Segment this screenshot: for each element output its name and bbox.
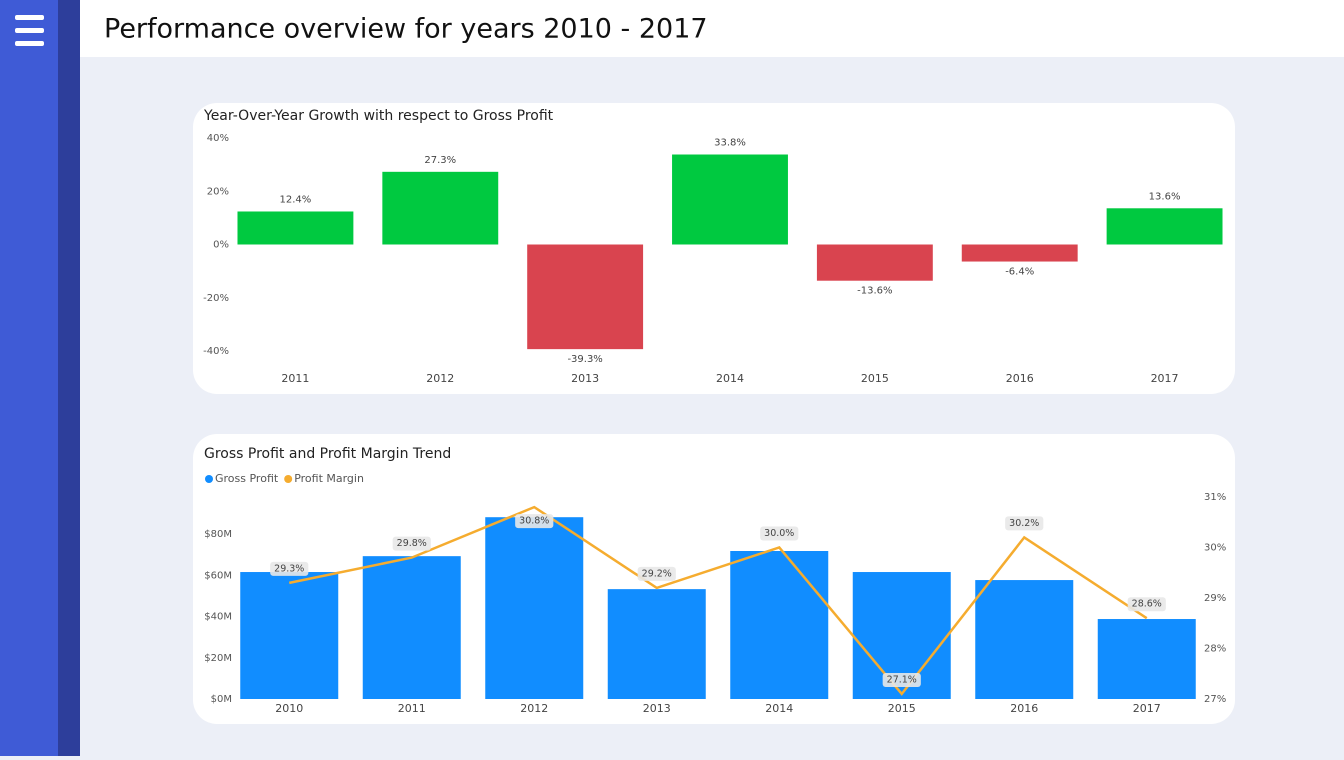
x-tick-label: 2015 xyxy=(888,702,916,715)
x-tick-label: 2014 xyxy=(716,372,744,385)
x-tick-label: 2017 xyxy=(1133,702,1161,715)
bar xyxy=(382,171,499,245)
x-tick-label: 2012 xyxy=(426,372,454,385)
bar xyxy=(240,572,339,699)
x-tick-label: 2013 xyxy=(571,372,599,385)
x-tick-label: 2016 xyxy=(1010,702,1038,715)
data-label: 33.8% xyxy=(714,138,746,149)
data-label-group: 28.6% xyxy=(1127,597,1166,612)
header xyxy=(80,0,1344,57)
bar xyxy=(607,589,706,699)
bar xyxy=(1097,619,1196,699)
menu-bar xyxy=(15,28,44,33)
data-label: 29.8% xyxy=(397,538,427,549)
x-tick-label: 2013 xyxy=(643,702,671,715)
data-label-group: 29.2% xyxy=(637,566,676,581)
data-label: -39.3% xyxy=(567,354,602,365)
data-label: 30.2% xyxy=(1009,518,1039,529)
data-label: 29.2% xyxy=(642,568,672,579)
menu-button[interactable] xyxy=(15,15,44,46)
data-label-box xyxy=(882,672,921,687)
bar xyxy=(362,556,461,699)
data-label-group: 30.8% xyxy=(515,514,554,529)
menu-bar xyxy=(15,41,44,46)
legend-swatch xyxy=(284,475,293,483)
menu-bar xyxy=(15,15,44,20)
data-label: -6.4% xyxy=(1005,267,1034,278)
y-tick-label: $80M xyxy=(204,529,232,540)
x-tick-label: 2011 xyxy=(281,372,309,385)
data-label-group: 29.3% xyxy=(270,561,309,576)
y2-tick-label: 29% xyxy=(1204,593,1226,604)
bar xyxy=(816,244,933,281)
y2-tick-label: 30% xyxy=(1204,543,1226,554)
bar xyxy=(672,154,788,245)
data-label-box xyxy=(1005,516,1044,531)
legend-label: Profit Margin xyxy=(294,472,364,485)
data-label: 28.6% xyxy=(1132,599,1162,610)
data-label: 13.6% xyxy=(1149,191,1181,202)
y-tick-label: $0M xyxy=(211,694,232,705)
line xyxy=(288,505,1148,696)
y-tick-label: -40% xyxy=(203,346,229,357)
bar xyxy=(961,244,1078,262)
y-tick-label: 20% xyxy=(207,186,229,197)
data-label-box xyxy=(515,514,554,529)
data-label-group: 29.8% xyxy=(392,536,431,551)
data-label-box xyxy=(637,566,676,581)
data-label: 30.0% xyxy=(764,528,794,539)
y2-tick-label: 27% xyxy=(1204,694,1226,705)
data-label: 27.3% xyxy=(424,155,456,166)
sidebar-strip xyxy=(58,0,80,756)
data-label-box xyxy=(1127,597,1166,612)
data-label: 27.1% xyxy=(887,674,917,685)
bar xyxy=(730,551,829,699)
data-label-group: 27.1% xyxy=(882,672,921,687)
data-label: 29.3% xyxy=(274,563,304,574)
legend-label: Gross Profit xyxy=(215,472,279,485)
bar xyxy=(527,244,644,350)
bar xyxy=(237,211,354,245)
data-label: -13.6% xyxy=(857,286,892,297)
chart-title: Year-Over-Year Growth with respect to Gr… xyxy=(203,108,554,124)
data-label-group: 30.0% xyxy=(760,526,799,541)
sidebar xyxy=(0,0,58,756)
legend-swatch xyxy=(205,475,213,483)
x-tick-label: 2016 xyxy=(1006,372,1034,385)
bar xyxy=(975,580,1074,699)
y-tick-label: 0% xyxy=(213,240,229,251)
data-label: 30.8% xyxy=(519,516,549,527)
y-tick-label: 40% xyxy=(207,133,229,144)
data-label-box xyxy=(392,536,431,551)
x-tick-label: 2010 xyxy=(275,702,303,715)
x-tick-label: 2012 xyxy=(520,702,548,715)
data-label: 12.4% xyxy=(280,194,312,205)
x-tick-label: 2015 xyxy=(861,372,889,385)
y-tick-label: -20% xyxy=(203,293,229,304)
x-tick-label: 2011 xyxy=(398,702,426,715)
y-tick-label: $20M xyxy=(204,653,232,664)
bar xyxy=(1106,208,1223,245)
page-title: Performance overview for years 2010 - 20… xyxy=(104,14,708,45)
x-tick-label: 2014 xyxy=(765,702,793,715)
y-tick-label: $60M xyxy=(204,570,232,581)
bar xyxy=(485,517,584,699)
x-tick-label: 2017 xyxy=(1151,372,1179,385)
chart-title: Gross Profit and Profit Margin Trend xyxy=(204,446,451,462)
data-label-box xyxy=(760,526,799,541)
y2-tick-label: 31% xyxy=(1204,492,1226,503)
data-label-group: 30.2% xyxy=(1005,516,1044,531)
data-label-box xyxy=(270,561,309,576)
y-tick-label: $40M xyxy=(204,612,232,623)
y2-tick-label: 28% xyxy=(1204,644,1226,655)
